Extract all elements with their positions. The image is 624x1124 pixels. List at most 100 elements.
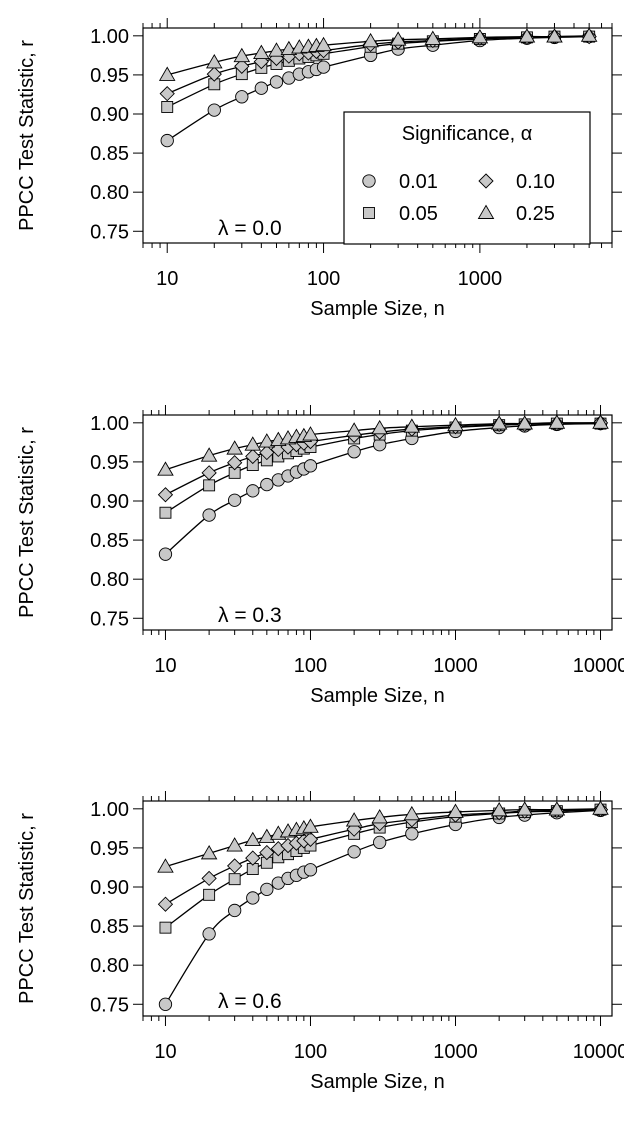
data-point-square xyxy=(159,921,172,934)
data-point-triangle xyxy=(157,858,174,873)
legend: Significance, α 0.01 0.05 0.10 0.25 xyxy=(343,111,591,245)
data-point-circle xyxy=(316,60,331,74)
data-point-square xyxy=(161,101,174,113)
data-point-square xyxy=(228,873,241,886)
data-point-circle xyxy=(260,477,274,492)
y-tick-label: 0.95 xyxy=(90,838,129,860)
data-point-diamond xyxy=(206,66,222,82)
x-tick-label: 100 xyxy=(294,1041,327,1063)
data-point-circle xyxy=(246,484,260,498)
data-point-circle xyxy=(228,903,242,918)
data-point-triangle xyxy=(592,800,609,815)
x-tick-label: 1000 xyxy=(433,1041,478,1063)
y-tick-label: 0.95 xyxy=(90,65,129,87)
data-point-diamond xyxy=(227,455,243,471)
data-point-circle xyxy=(158,547,173,561)
data-point-circle xyxy=(235,90,249,104)
data-point-diamond xyxy=(157,896,174,912)
x-tick-label: 10000 xyxy=(573,655,624,677)
y-tick-label: 0.75 xyxy=(90,221,129,243)
data-point-triangle xyxy=(233,47,251,63)
y-tick-label: 1.00 xyxy=(90,413,129,435)
data-point-diamond xyxy=(245,448,261,465)
x-axis-label: Sample Size, n xyxy=(310,298,445,320)
y-tick-label: 0.75 xyxy=(90,994,129,1016)
y-tick-label: 1.00 xyxy=(90,26,129,48)
data-point-circle xyxy=(303,459,318,473)
data-point-circle xyxy=(347,445,361,459)
series-alpha-0.25 xyxy=(158,27,598,81)
data-point-diamond xyxy=(245,850,261,866)
x-axis-label: Sample Size, n xyxy=(310,685,445,707)
data-point-triangle xyxy=(447,803,464,818)
legend-label: 0.10 xyxy=(516,171,555,193)
y-tick-label: 0.85 xyxy=(90,530,129,552)
data-point-triangle xyxy=(268,42,285,57)
data-point-triangle xyxy=(548,414,566,429)
legend-label: 0.25 xyxy=(516,203,555,225)
data-point-circle xyxy=(158,997,173,1011)
lambda-annotation: λ = 0.3 xyxy=(218,604,282,627)
y-tick-label: 0.95 xyxy=(90,452,129,474)
data-point-circle xyxy=(269,75,284,89)
y-tick-label: 0.85 xyxy=(90,916,129,938)
data-point-triangle xyxy=(447,416,464,432)
y-tick-label: 0.80 xyxy=(90,182,129,204)
y-tick-label: 0.85 xyxy=(90,143,129,165)
x-tick-label: 1000 xyxy=(433,655,478,677)
data-point-triangle xyxy=(345,422,363,437)
data-point-square xyxy=(159,506,172,519)
data-point-circle xyxy=(246,891,260,905)
data-point-circle xyxy=(202,508,216,522)
chart-panel-1: 0.75 0.80 0.85 0.90 0.95 1.00 10 100 1000 Sample … xyxy=(16,18,622,320)
data-point-triangle xyxy=(516,801,533,816)
x-tick-label: 10000 xyxy=(573,1041,624,1063)
data-point-triangle xyxy=(302,818,319,833)
data-point-diamond xyxy=(201,465,217,481)
y-axis-label: PPCC Test Statistic, r xyxy=(16,40,38,231)
data-point-triangle xyxy=(258,433,276,448)
data-point-triangle xyxy=(362,32,379,48)
x-tick-label: 10 xyxy=(154,1041,176,1063)
data-point-triangle xyxy=(226,440,243,455)
data-point-triangle xyxy=(226,837,243,852)
data-point-triangle xyxy=(471,28,489,44)
chart-panel-2: 0.75 0.80 0.85 0.90 0.95 1.00 10 100 1000 10000 Sa… xyxy=(16,405,624,707)
data-point-triangle xyxy=(244,831,262,847)
data-point-triangle xyxy=(158,66,176,81)
y-tick-label: 0.90 xyxy=(90,491,129,513)
data-point-diamond xyxy=(157,487,174,503)
data-point-diamond xyxy=(159,86,175,102)
legend-marker-circle xyxy=(362,174,376,188)
data-point-diamond xyxy=(259,844,275,861)
legend-marker-triangle xyxy=(477,204,495,219)
plot-frame xyxy=(142,414,613,631)
data-point-triangle xyxy=(592,414,609,429)
y-tick-label: 0.90 xyxy=(90,877,129,899)
x-tick-label: 100 xyxy=(307,268,340,290)
fit-line xyxy=(166,35,590,95)
data-point-circle xyxy=(405,827,419,841)
legend-marker-diamond xyxy=(478,173,494,189)
y-tick-label: 1.00 xyxy=(90,799,129,821)
data-point-diamond xyxy=(302,831,319,847)
data-point-triangle xyxy=(253,44,270,59)
x-tick-label: 10 xyxy=(154,655,176,677)
legend-title: Significance, α xyxy=(402,123,533,145)
legend-label: 0.05 xyxy=(399,203,438,225)
plot-frame xyxy=(142,800,613,1017)
data-point-triangle xyxy=(389,31,407,46)
y-tick-label: 0.75 xyxy=(90,608,129,630)
series-alpha-0.01 xyxy=(158,803,608,1011)
data-point-circle xyxy=(228,493,242,507)
y-axis-label: PPCC Test Statistic, r xyxy=(16,813,38,1004)
y-tick-label: 0.80 xyxy=(90,955,129,977)
data-point-square xyxy=(203,888,216,901)
data-point-triangle xyxy=(200,844,218,860)
data-point-diamond xyxy=(201,870,217,887)
data-point-triangle xyxy=(424,30,442,45)
data-point-diamond xyxy=(234,58,250,74)
data-point-triangle xyxy=(345,812,363,827)
data-point-triangle xyxy=(302,426,319,441)
data-point-triangle xyxy=(548,801,566,816)
